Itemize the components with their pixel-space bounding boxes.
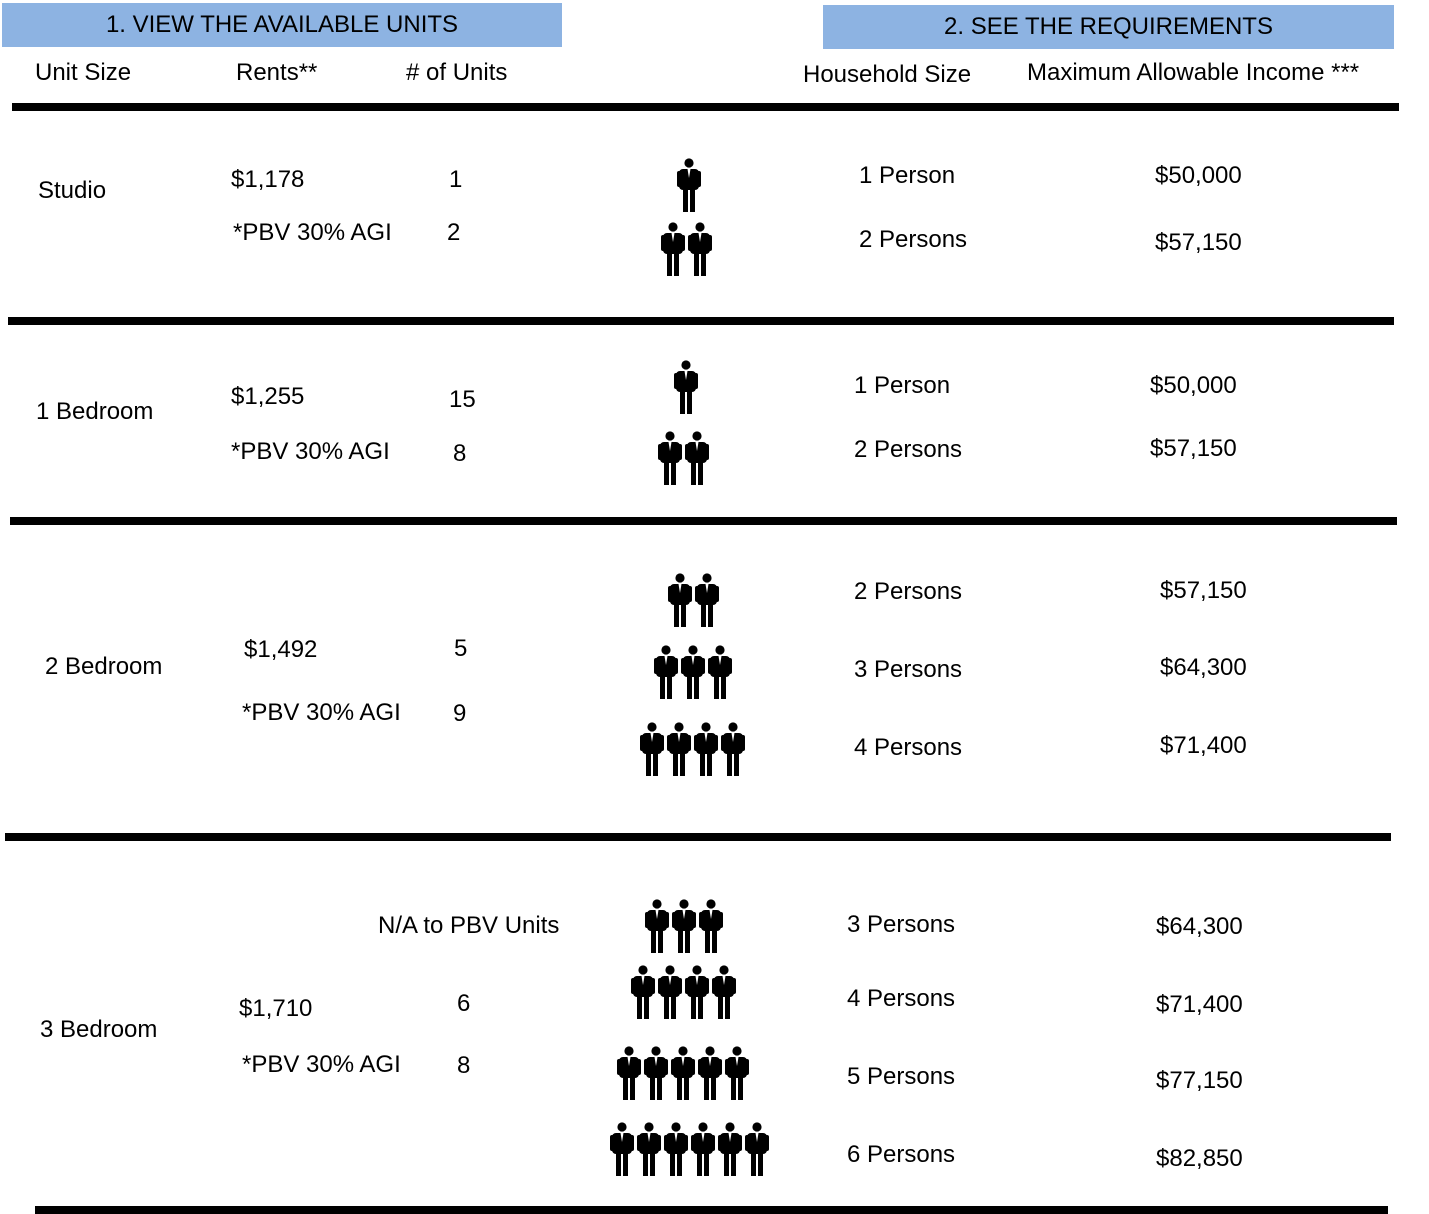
household-icons	[631, 965, 736, 1019]
household-icons	[661, 222, 712, 276]
person-icon	[718, 1122, 742, 1176]
rent-pbv-note: *PBV 30% AGI	[233, 219, 392, 246]
max-income-value: $71,400	[1156, 991, 1243, 1018]
unit-count: 1	[449, 166, 463, 193]
header-household-size: Household Size	[803, 61, 972, 88]
header-max-income: Maximum Allowable Income ***	[1027, 59, 1360, 86]
unit-count-pbv: 8	[453, 440, 467, 467]
household-size-label: 5 Persons	[847, 1063, 956, 1090]
rent-amount: $1,710	[239, 995, 313, 1022]
header-unit-size: Unit Size	[35, 59, 132, 86]
divider-rule	[12, 103, 1399, 111]
person-icon	[645, 899, 669, 953]
rent-pbv-note: *PBV 30% AGI	[231, 438, 390, 465]
requirements-banner: 2. SEE THE REQUIREMENTS	[823, 5, 1394, 49]
person-icon	[661, 222, 685, 276]
household-size-label: 1 Person	[859, 162, 956, 189]
person-icon	[698, 1046, 722, 1100]
unit-size-studio: Studio	[38, 177, 107, 204]
person-icon	[631, 965, 655, 1019]
person-icon	[664, 1122, 688, 1176]
household-icons	[668, 573, 719, 627]
person-icon	[694, 722, 718, 776]
person-icon	[725, 1046, 749, 1100]
divider-rule	[5, 833, 1391, 841]
household-icons	[677, 158, 701, 212]
rent-pbv-note: *PBV 30% AGI	[242, 699, 401, 726]
max-income-value: $57,150	[1150, 435, 1237, 462]
person-icon	[708, 645, 732, 699]
max-income-value: $71,400	[1160, 732, 1247, 759]
unit-count: 15	[449, 386, 476, 413]
person-icon	[671, 1046, 695, 1100]
person-icon	[688, 222, 712, 276]
rent-pbv-note: *PBV 30% AGI	[242, 1051, 401, 1078]
max-income-value: $82,850	[1156, 1145, 1243, 1172]
household-size-label: 4 Persons	[854, 734, 963, 761]
header-num-units: # of Units	[406, 59, 508, 86]
person-icon	[640, 722, 664, 776]
max-income-value: $50,000	[1150, 372, 1237, 399]
person-icon	[685, 965, 709, 1019]
header-rents: Rents**	[236, 59, 318, 86]
household-size-label: 6 Persons	[847, 1141, 956, 1168]
household-icons	[674, 360, 698, 414]
rent-amount: $1,492	[244, 636, 318, 663]
person-icon	[637, 1122, 661, 1176]
person-icon	[644, 1046, 668, 1100]
person-icon	[617, 1046, 641, 1100]
divider-rule	[10, 517, 1397, 525]
household-size-label: 2 Persons	[854, 436, 963, 463]
divider-rule	[35, 1206, 1388, 1214]
unit-size-2-bedroom: 2 Bedroom	[45, 653, 163, 680]
unit-count: 6	[457, 990, 471, 1017]
unit-count-pbv: 8	[457, 1052, 471, 1079]
person-icon	[685, 431, 709, 485]
person-icon	[677, 158, 701, 212]
household-size-label: 2 Persons	[854, 578, 963, 605]
person-icon	[695, 573, 719, 627]
unit-count: 5	[454, 635, 468, 662]
max-income-value: $50,000	[1155, 162, 1242, 189]
rent-amount: $1,255	[231, 383, 305, 410]
divider-rule	[8, 317, 1394, 325]
unit-count-pbv: 2	[447, 219, 461, 246]
person-icon	[681, 645, 705, 699]
household-size-label: 3 Persons	[854, 656, 963, 683]
household-icons	[640, 722, 745, 776]
household-icons	[617, 1046, 749, 1100]
household-icons	[645, 899, 723, 953]
person-icon	[699, 899, 723, 953]
person-icon	[674, 360, 698, 414]
max-income-value: $77,150	[1156, 1067, 1243, 1094]
person-icon	[712, 965, 736, 1019]
household-size-label: 2 Persons	[859, 226, 968, 253]
person-icon	[721, 722, 745, 776]
max-income-value: $57,150	[1155, 229, 1242, 256]
max-income-value: $57,150	[1160, 577, 1247, 604]
rent-amount: $1,178	[231, 166, 305, 193]
unit-count-pbv: 9	[453, 700, 467, 727]
person-icon	[691, 1122, 715, 1176]
person-icon	[668, 573, 692, 627]
household-icons	[658, 431, 709, 485]
unit-size-3-bedroom: 3 Bedroom	[40, 1016, 158, 1043]
person-icon	[667, 722, 691, 776]
pbv-not-applicable-note: N/A to PBV Units	[378, 912, 560, 939]
max-income-value: $64,300	[1160, 654, 1247, 681]
person-icon	[745, 1122, 769, 1176]
available-units-banner: 1. VIEW THE AVAILABLE UNITS	[2, 3, 562, 47]
person-icon	[658, 431, 682, 485]
household-size-label: 1 Person	[854, 372, 951, 399]
person-icon	[672, 899, 696, 953]
person-icon	[658, 965, 682, 1019]
household-icons	[610, 1122, 769, 1176]
max-income-value: $64,300	[1156, 913, 1243, 940]
household-size-label: 4 Persons	[847, 985, 956, 1012]
household-size-label: 3 Persons	[847, 911, 956, 938]
person-icon	[610, 1122, 634, 1176]
unit-size-1-bedroom: 1 Bedroom	[36, 398, 154, 425]
household-icons	[654, 645, 732, 699]
person-icon	[654, 645, 678, 699]
